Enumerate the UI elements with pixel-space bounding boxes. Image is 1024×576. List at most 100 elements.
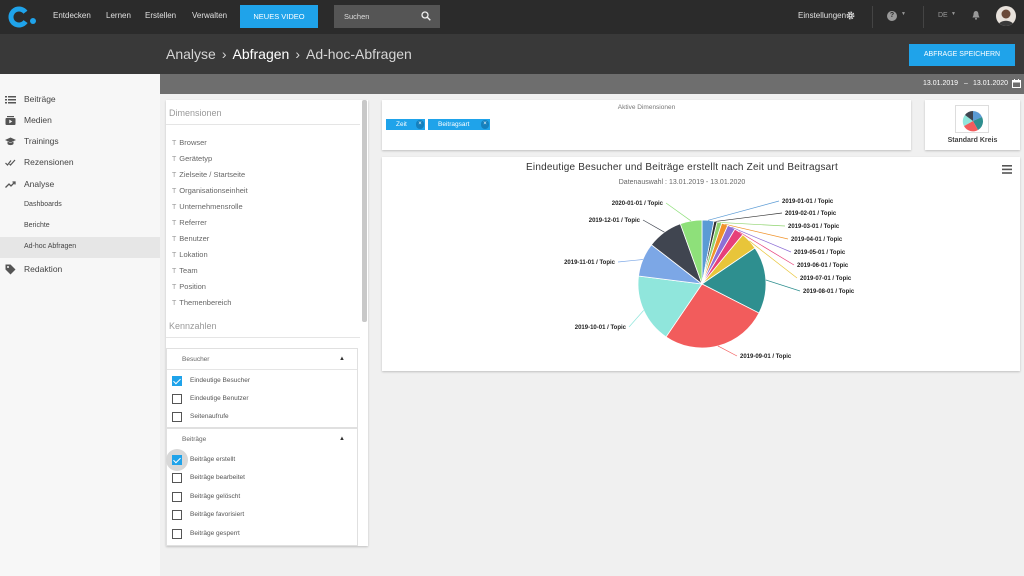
pie-slice[interactable] <box>665 283 760 349</box>
dimension-item[interactable]: T Organisationseinheit <box>172 186 248 195</box>
nav-divider <box>872 6 873 28</box>
page-header: Analyse › Abfragen › Ad-hoc-Abfragen ABFRAGE… <box>0 34 1024 74</box>
slice-label: 2019-09-01 / Topic <box>740 354 792 360</box>
dimension-item[interactable]: T Position <box>172 282 206 291</box>
slice-label: 2019-02-01 / Topic <box>785 211 837 217</box>
checkbox-label: Beiträge gelöscht <box>190 493 241 500</box>
search-icon[interactable] <box>421 11 431 21</box>
chevron-down-icon[interactable]: ▼ <box>951 11 956 17</box>
nav-divider <box>923 6 924 28</box>
sidebar-item-adhoc[interactable]: Ad-hoc Abfragen <box>0 237 160 258</box>
checkbox-label: Eindeutige Benutzer <box>190 395 249 402</box>
checkbox-eindeutige-besucher[interactable] <box>172 376 182 386</box>
dimension-item[interactable]: T Unternehmensrolle <box>172 202 243 211</box>
settings-link[interactable]: Einstellungen <box>798 11 847 20</box>
sidebar-item-label: Ad-hoc Abfragen <box>24 243 77 250</box>
slice-label: 2019-08-01 / Topic <box>803 289 855 295</box>
checkbox-eindeutige-benutzer[interactable] <box>172 394 182 404</box>
slice-label: 2019-05-01 / Topic <box>794 250 846 256</box>
nav-lernen[interactable]: Lernen <box>106 11 131 20</box>
checkbox-label: Beiträge gesperrt <box>190 530 240 537</box>
chevron-up-icon[interactable]: ▲ <box>339 436 345 442</box>
slice-connector <box>665 202 692 222</box>
chart-subtitle: Datenauswahl : 13.01.2019 - 13.01.2020 <box>618 179 746 186</box>
nav-verwalten[interactable]: Verwalten <box>192 11 228 20</box>
checkbox-beitraege-gesperrt[interactable] <box>172 529 182 539</box>
date-to[interactable]: 13.01.2020 <box>973 80 1009 87</box>
sidebar-item-label: Beiträge <box>24 94 56 104</box>
pie-slice[interactable] <box>637 275 703 338</box>
sidebar-item-dashboards[interactable]: Dashboards <box>0 195 160 216</box>
divider <box>166 337 360 338</box>
chip-label: Beitragsart <box>438 121 470 128</box>
pie-chart-thumbnail[interactable] <box>955 105 989 133</box>
search-placeholder: Suchen <box>344 12 370 21</box>
sidebar-item-trainings[interactable]: Trainings <box>0 131 160 152</box>
date-from[interactable]: 13.01.2019 <box>923 80 959 87</box>
checkbox-label: Beiträge erstellt <box>190 456 236 463</box>
active-dimensions-title: Aktive Dimensionen <box>617 104 676 111</box>
close-icon[interactable]: × <box>481 120 489 129</box>
checkbox-beitraege-geloescht[interactable] <box>172 492 182 502</box>
slice-connector <box>724 223 789 240</box>
checkbox-beitraege-favorisiert[interactable] <box>172 510 182 520</box>
new-video-button[interactable]: NEUES VIDEO <box>240 5 318 28</box>
scrollbar[interactable] <box>362 100 367 322</box>
group-title: Besucher <box>182 356 210 363</box>
checkbox-label: Seitenaufrufe <box>190 413 229 420</box>
breadcrumb: Analyse › Abfragen › Ad-hoc-Abfragen <box>166 46 412 62</box>
checkmarks-icon <box>5 159 16 166</box>
sidebar-item-analyse[interactable]: Analyse <box>0 174 160 195</box>
app-logo[interactable] <box>8 6 38 28</box>
sidebar-item-rezensionen[interactable]: Rezensionen <box>0 152 160 173</box>
sidebar-item-medien[interactable]: Medien <box>0 110 160 131</box>
slice-label: 2019-10-01 / Topic <box>575 325 627 331</box>
chip-label: Zeit <box>396 121 407 128</box>
dimension-item[interactable]: T Lokation <box>172 250 208 259</box>
gear-icon[interactable] <box>846 11 855 20</box>
slice-connector <box>738 231 795 266</box>
sidebar-item-redaktion[interactable]: Redaktion <box>0 259 160 280</box>
nav-entdecken[interactable]: Entdecken <box>53 11 91 20</box>
search-input[interactable]: Suchen <box>334 5 440 28</box>
dimension-item[interactable]: T Gerätetyp <box>172 154 213 163</box>
chart-type-selector[interactable]: Standard Kreis <box>925 100 1020 150</box>
breadcrumb-abfragen[interactable]: Abfragen <box>232 46 290 62</box>
checkbox-beitraege-bearbeitet[interactable] <box>172 473 182 483</box>
dimension-item[interactable]: T Browser <box>172 138 207 147</box>
language-selector[interactable]: DE <box>938 12 948 19</box>
slice-connector <box>719 222 786 227</box>
dimension-item[interactable]: T Themenbereich <box>172 298 232 307</box>
calendar-icon[interactable] <box>1012 79 1021 88</box>
pie-chart: 2019-01-01 / Topic 2019-02-01 / Topic 2019… <box>564 199 855 360</box>
breadcrumb-analyse[interactable]: Analyse <box>166 46 216 62</box>
chip-beitragsart[interactable]: Beitragsart × <box>428 119 490 130</box>
pie-slice[interactable] <box>679 219 703 285</box>
nav-erstellen[interactable]: Erstellen <box>145 11 177 20</box>
slice-label: 2019-12-01 / Topic <box>589 218 641 224</box>
sidebar-item-beitraege[interactable]: Beiträge <box>0 89 160 110</box>
checkbox-seitenaufrufe[interactable] <box>172 412 182 422</box>
sidebar-item-label: Trainings <box>24 136 59 146</box>
checkbox-label: Eindeutige Besucher <box>190 377 250 384</box>
list-icon <box>5 96 16 104</box>
dimension-item[interactable]: T Team <box>172 266 198 275</box>
slice-connector <box>715 212 783 222</box>
dimension-item[interactable]: T Referrer <box>172 218 207 227</box>
chevron-up-icon[interactable]: ▲ <box>339 356 345 362</box>
pie-slice[interactable] <box>701 247 767 314</box>
dimension-item[interactable]: T Zielseite / Startseite <box>172 170 246 179</box>
help-icon[interactable]: ? <box>887 11 897 21</box>
chip-zeit[interactable]: Zeit × <box>386 119 425 130</box>
chevron-down-icon[interactable]: ▼ <box>901 11 906 17</box>
dimensions-heading: Dimensionen <box>169 108 222 118</box>
sidebar-item-berichte[interactable]: Berichte <box>0 216 160 237</box>
avatar[interactable] <box>996 6 1016 26</box>
slice-label: 2019-04-01 / Topic <box>791 237 843 243</box>
dimension-item[interactable]: T Benutzer <box>172 234 210 243</box>
hamburger-menu-icon[interactable] <box>1002 165 1012 174</box>
close-icon[interactable]: × <box>416 120 424 129</box>
checkbox-beitraege-erstellt[interactable] <box>172 455 182 465</box>
bell-icon[interactable] <box>971 10 981 20</box>
save-query-button[interactable]: ABFRAGE SPEICHERN <box>909 44 1015 66</box>
